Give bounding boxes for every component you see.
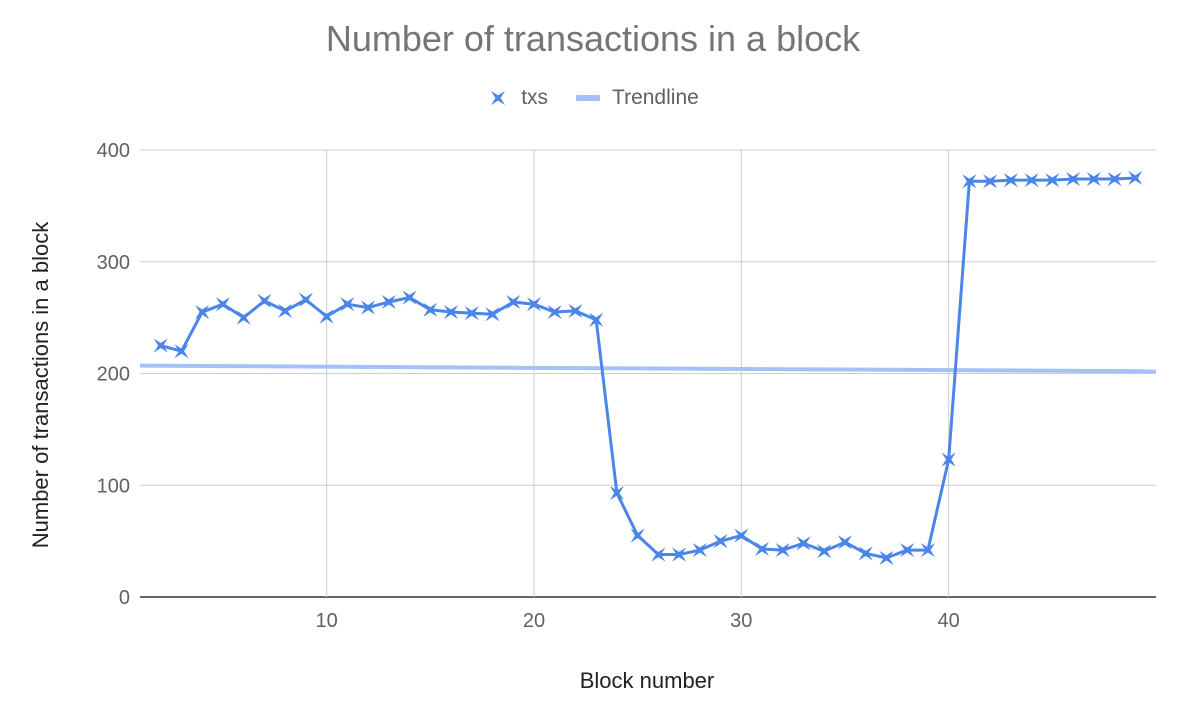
txs-point bbox=[443, 304, 459, 320]
txs-point bbox=[1128, 170, 1143, 186]
trendline-layer bbox=[139, 363, 1157, 374]
txs-point bbox=[257, 293, 272, 308]
txs-point bbox=[526, 297, 542, 312]
txs-point bbox=[340, 297, 355, 312]
txs-point bbox=[796, 536, 811, 551]
y-tick-label: 0 bbox=[119, 587, 130, 609]
legend-item-trendline[interactable]: Trendline bbox=[576, 86, 699, 110]
txs-series-layer bbox=[153, 170, 1143, 565]
txs-point bbox=[1003, 173, 1018, 188]
txs-point bbox=[547, 304, 562, 320]
y-tick-label: 100 bbox=[97, 475, 130, 497]
legend-label-trendline: Trendline bbox=[612, 86, 699, 109]
txs-point bbox=[817, 544, 832, 559]
txs-point bbox=[278, 303, 293, 318]
trendline-swatch-icon bbox=[576, 95, 601, 101]
txs-point bbox=[319, 309, 334, 324]
y-tick-label: 200 bbox=[97, 364, 130, 386]
tick-labels: 0 100 200 300 400 10 20 30 40 bbox=[97, 140, 960, 632]
legend: txs Trendline bbox=[0, 86, 1186, 110]
txs-point bbox=[215, 297, 231, 312]
txs-point bbox=[174, 344, 189, 359]
y-axis-title: Number of transactions in a block bbox=[28, 221, 53, 548]
txs-point bbox=[983, 174, 998, 189]
txs-point bbox=[754, 541, 770, 557]
star-x-marker-icon bbox=[491, 90, 506, 106]
txs-point bbox=[858, 546, 873, 561]
txs-point bbox=[651, 547, 666, 562]
x-tick-label: 20 bbox=[523, 610, 545, 632]
x-tick-label: 30 bbox=[730, 610, 752, 632]
txs-point bbox=[920, 543, 935, 558]
grid-lines bbox=[140, 149, 1156, 598]
txs-point bbox=[1107, 171, 1122, 187]
txs-point bbox=[361, 300, 376, 315]
txs-point bbox=[1065, 171, 1081, 187]
txs-point bbox=[236, 310, 251, 325]
txs-point bbox=[423, 302, 438, 317]
y-tick-label: 400 bbox=[97, 140, 130, 162]
y-tick-label: 300 bbox=[97, 252, 130, 274]
txs-point bbox=[153, 338, 168, 353]
txs-point bbox=[713, 534, 728, 549]
legend-item-txs[interactable]: txs bbox=[487, 86, 548, 110]
x-tick-label: 10 bbox=[315, 610, 337, 632]
txs-point bbox=[381, 294, 396, 310]
txs-point bbox=[734, 528, 749, 543]
txs-point bbox=[879, 550, 894, 565]
txs-point bbox=[464, 306, 479, 321]
txs-point bbox=[298, 292, 313, 307]
txs-point bbox=[962, 174, 977, 189]
txs-point bbox=[485, 307, 500, 322]
txs-point bbox=[1045, 173, 1060, 188]
txs-point bbox=[692, 543, 707, 558]
txs-point bbox=[837, 535, 853, 550]
txs-point bbox=[775, 543, 790, 558]
txs-point bbox=[1024, 173, 1039, 188]
x-tick-label: 40 bbox=[938, 610, 960, 632]
txs-point bbox=[609, 486, 624, 501]
txs-point bbox=[402, 290, 417, 305]
txs-point bbox=[941, 452, 956, 467]
txs-point bbox=[589, 312, 604, 327]
txs-point bbox=[630, 528, 645, 543]
trendline bbox=[139, 363, 1157, 374]
txs-point bbox=[195, 304, 210, 320]
txs-point bbox=[672, 547, 687, 562]
txs-point bbox=[568, 303, 583, 318]
chart-title: Number of transactions in a block bbox=[325, 18, 861, 59]
x-axis-title: Block number bbox=[580, 668, 715, 693]
txs-point bbox=[900, 543, 915, 558]
txs-point bbox=[506, 294, 521, 310]
legend-label-txs: txs bbox=[521, 86, 549, 109]
txs-point bbox=[1086, 171, 1101, 187]
